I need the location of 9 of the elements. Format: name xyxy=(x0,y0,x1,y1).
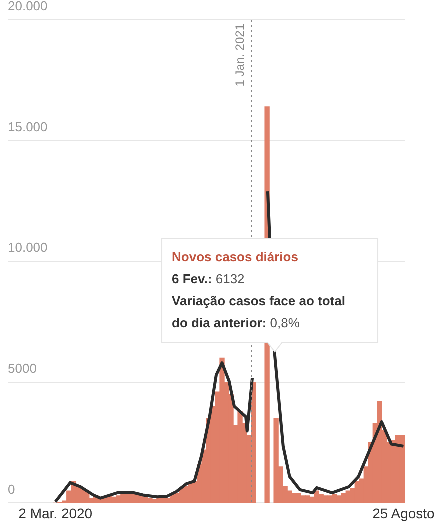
y-tick-label: 20.000 xyxy=(8,0,48,14)
y-tick-label: 0 xyxy=(8,482,16,497)
x-tick-label: 2 Mar. 2020 xyxy=(18,505,93,522)
y-tick-label: 5000 xyxy=(8,360,37,376)
ref-line-label: 1 Jan. 2021 xyxy=(233,24,248,87)
y-tick-label: 10.000 xyxy=(8,240,48,256)
x-tick-label: 25 Agosto xyxy=(372,505,436,522)
annotation: Novos casos diários 6 Fev.: 6132 Variação casos face ao total do dia anterior: 0,8% xyxy=(172,250,346,331)
y-tick-label: 15.000 xyxy=(8,119,48,134)
